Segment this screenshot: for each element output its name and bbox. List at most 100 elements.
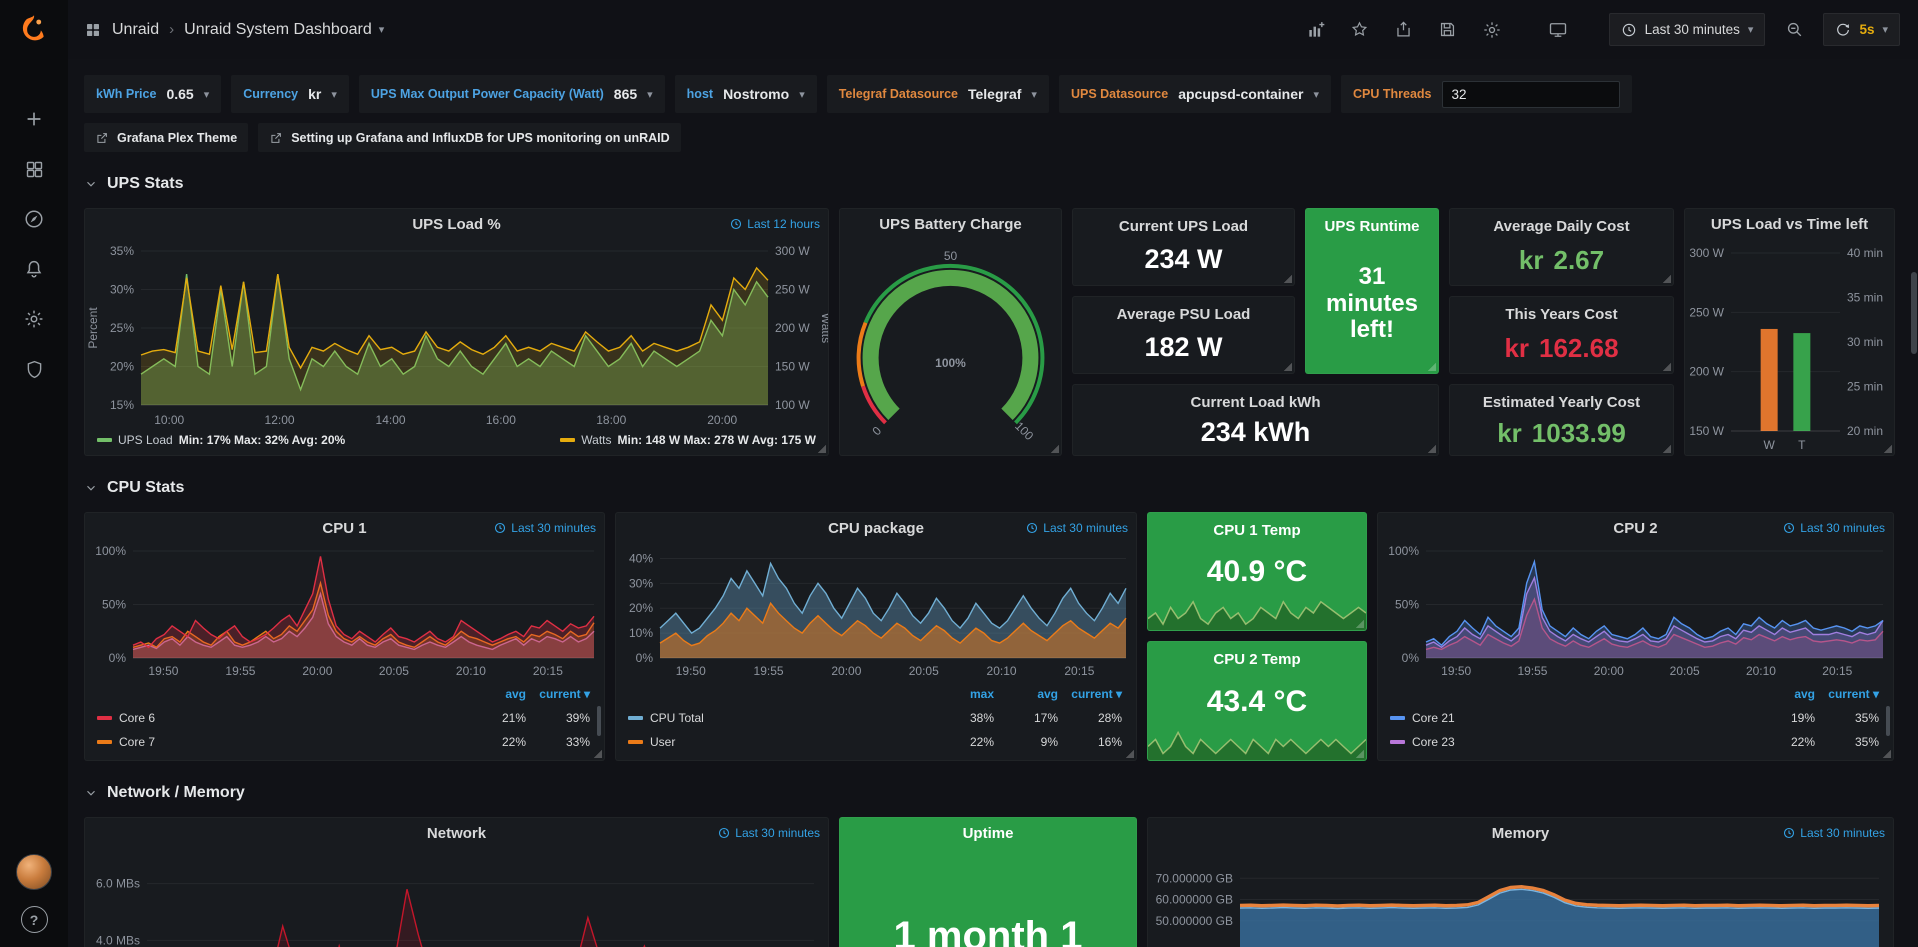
ups-load-chart[interactable]: 15% 20% 25% 30% 35% 100 W 150 W 200 W 250 W 300 W… (85, 239, 828, 429)
sidebar-item-create[interactable] (10, 94, 58, 144)
page-scrollbar[interactable] (1910, 0, 1918, 947)
panel-resize-handle[interactable] (1355, 619, 1364, 628)
panel-time-label: Last 30 minutes (1043, 521, 1128, 535)
add-panel-button[interactable] (1301, 15, 1331, 45)
cpu1-chart[interactable]: 0% 50% 100% 19:50 19:55 20:00 20:05 20:10 20:15 (85, 543, 604, 680)
star-dashboard-button[interactable] (1345, 15, 1375, 45)
svg-text:19:55: 19:55 (754, 664, 784, 678)
legend-series-core-7[interactable]: Core 7 22% 33% (97, 730, 590, 754)
user-avatar[interactable] (16, 854, 52, 890)
row-header-network-memory[interactable]: Network / Memory (84, 781, 1894, 805)
save-dashboard-button[interactable] (1433, 15, 1463, 45)
panel-title[interactable]: CPU package (828, 519, 924, 537)
row-header-cpu-stats[interactable]: CPU Stats (84, 476, 1894, 500)
legend-series-ups-load[interactable]: UPS Load Min: 17% Max: 32% Avg: 20% (97, 433, 345, 447)
dashboard-link-ups-monitoring-guide[interactable]: Setting up Grafana and InfluxDB for UPS … (258, 123, 681, 152)
panel-title[interactable]: Estimated Yearly Cost (1482, 394, 1641, 411)
panel-title[interactable]: Average Daily Cost (1493, 218, 1630, 235)
legend-series-core-21[interactable]: Core 21 19% 35% (1390, 706, 1879, 730)
variable-ups-max-output[interactable]: UPS Max Output Power Capacity (Watt) 865… (358, 75, 665, 113)
panel-title[interactable]: Current UPS Load (1118, 218, 1249, 235)
variable-value: apcupsd-container (1178, 86, 1304, 102)
panel-title[interactable]: CPU 1 (322, 519, 367, 537)
panel-title[interactable]: UPS Load % (412, 215, 501, 233)
panel-resize-handle[interactable] (1662, 362, 1671, 371)
zoom-out-time-button[interactable] (1779, 15, 1809, 45)
panel-time-override: Last 30 minutes (1783, 818, 1885, 848)
legend-sort-avg[interactable]: avg (1794, 687, 1815, 701)
panel-title[interactable]: Uptime (962, 824, 1014, 842)
variable-kwh-price[interactable]: kWh Price 0.65 ▾ (84, 75, 222, 113)
variable-host[interactable]: host Nostromo ▾ (674, 75, 817, 113)
legend-series-user[interactable]: User 22% 9% 16% (628, 730, 1122, 754)
dashboard-link-plex-theme[interactable]: Grafana Plex Theme (84, 123, 249, 152)
panel-title[interactable]: UPS Runtime (1324, 218, 1420, 235)
legend-sort-current[interactable]: current ▾ (539, 687, 590, 701)
legend-sort-avg[interactable]: avg (1037, 687, 1058, 701)
panel-resize-handle[interactable] (1662, 274, 1671, 283)
variable-currency[interactable]: Currency kr ▾ (231, 75, 349, 113)
cpu2-chart[interactable]: 0% 50% 100% 19:50 19:55 20:00 20:05 20:10 20:15 (1378, 543, 1893, 680)
variable-telegraf-datasource[interactable]: Telegraf Datasource Telegraf ▾ (826, 75, 1049, 113)
row-header-ups-stats[interactable]: UPS Stats (84, 172, 1894, 196)
panel-resize-handle[interactable] (1427, 362, 1436, 371)
cpu-threads-input[interactable]: 32 (1441, 80, 1620, 108)
legend-sort-max[interactable]: max (969, 687, 994, 701)
legend-sort-current[interactable]: current ▾ (1828, 687, 1879, 701)
panel-resize-handle[interactable] (1355, 749, 1364, 758)
refresh-picker[interactable]: 5s ▾ (1823, 13, 1900, 46)
panel-title[interactable]: CPU 2 (1613, 519, 1658, 537)
panel-resize-handle[interactable] (1427, 444, 1436, 453)
sidebar-item-explore[interactable] (10, 194, 58, 244)
grafana-logo[interactable] (15, 12, 53, 50)
help-icon[interactable]: ? (20, 906, 48, 933)
panel-resize-handle[interactable] (1883, 444, 1892, 453)
legend-series-cpu-total[interactable]: CPU Total 38% 17% 28% (628, 706, 1122, 730)
panel-resize-handle[interactable] (1882, 749, 1891, 758)
variable-ups-datasource[interactable]: UPS Datasource apcupsd-container ▾ (1058, 75, 1331, 113)
panel-title[interactable]: This Years Cost (1505, 306, 1618, 323)
panel-title[interactable]: Memory (1491, 824, 1550, 842)
breadcrumb-separator: › (169, 21, 175, 38)
panel-resize-handle[interactable] (1283, 274, 1292, 283)
sidebar-item-server-admin[interactable] (10, 344, 58, 394)
panel-resize-handle[interactable] (593, 749, 602, 758)
legend-sort-current[interactable]: current ▾ (1071, 687, 1122, 701)
panel-title[interactable]: Average PSU Load (1116, 306, 1251, 323)
tv-mode-button[interactable] (1543, 15, 1573, 45)
legend-sort-avg[interactable]: avg (505, 687, 526, 701)
sidebar-item-dashboards[interactable] (10, 144, 58, 194)
panel-resize-handle[interactable] (1125, 749, 1134, 758)
dashboard-settings-button[interactable] (1477, 15, 1507, 45)
panel-title[interactable]: CPU 2 Temp (1213, 651, 1301, 668)
cpu-package-chart[interactable]: 0% 10% 20% 30% 40% 19:50 19:55 20:00 20:05 20:10 2… (616, 543, 1136, 680)
breadcrumb-folder[interactable]: Unraid (112, 20, 160, 38)
page-scrollbar-thumb[interactable] (1911, 272, 1917, 354)
panel-title[interactable]: UPS Load vs Time left (1710, 215, 1869, 233)
series-current: 16% (1097, 735, 1122, 749)
panel-title[interactable]: UPS Battery Charge (879, 215, 1022, 233)
svg-text:30%: 30% (110, 283, 134, 297)
legend-series-core-23[interactable]: Core 23 22% 35% (1390, 730, 1879, 754)
legend-scrollbar[interactable] (1886, 706, 1890, 736)
panel-resize-handle[interactable] (1662, 444, 1671, 453)
panel-resize-handle[interactable] (817, 444, 826, 453)
dashboard-title[interactable]: Unraid System Dashboard ▾ (184, 21, 384, 39)
panel-title[interactable]: Network (426, 824, 487, 842)
sidebar-item-alerting[interactable] (10, 244, 58, 294)
panel-title[interactable]: Current Load kWh (1190, 394, 1321, 411)
svg-text:25 min: 25 min (1847, 380, 1883, 394)
ups-load-time-left-bars[interactable]: 150 W 200 W 250 W 300 W 20 min 25 min 30 min 35… (1685, 239, 1894, 455)
share-dashboard-button[interactable] (1389, 15, 1419, 45)
sidebar-item-configuration[interactable] (10, 294, 58, 344)
panel-title[interactable]: CPU 1 Temp (1213, 522, 1301, 539)
panel-time-label: Last 30 minutes (1800, 521, 1885, 535)
legend-series-watts[interactable]: Watts Min: 148 W Max: 278 W Avg: 175 W (560, 433, 816, 447)
panel-resize-handle[interactable] (1050, 444, 1059, 453)
panel-resize-handle[interactable] (1283, 362, 1292, 371)
legend-scrollbar[interactable] (597, 706, 601, 736)
time-range-picker[interactable]: Last 30 minutes ▾ (1608, 13, 1766, 46)
legend-series-core-6[interactable]: Core 6 21% 39% (97, 706, 590, 730)
